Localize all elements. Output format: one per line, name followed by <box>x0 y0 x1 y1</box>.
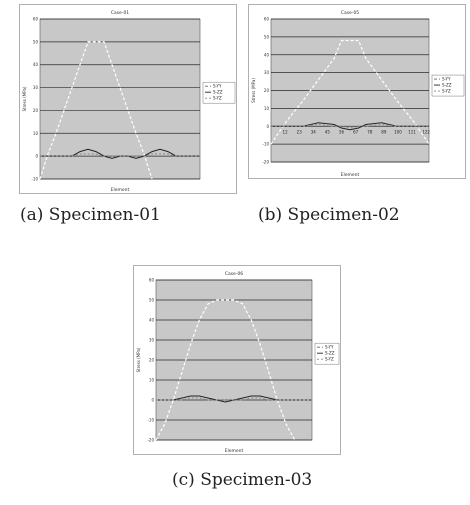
y-tick-label: 50 <box>264 34 270 39</box>
chart-panel-specimen-02: Case-05 60 50 40 30 20 10 0 -10 -20 12 23 34 45 56 67 78… <box>248 4 466 179</box>
x-tick-label: 45 <box>325 129 331 134</box>
x-tick-label: 111 <box>408 129 416 134</box>
y-axis-label: Stress (MPa) <box>136 347 141 372</box>
series-line-s-yy <box>39 41 153 180</box>
y-tick-label: 20 <box>149 358 155 363</box>
series-line-s-yz <box>40 153 200 157</box>
caption-specimen-01: (a) Specimen-01 <box>20 205 161 225</box>
legend-entry: S-YY <box>325 345 334 350</box>
legend-entry: S-ZZ <box>213 90 223 95</box>
y-tick-label: 0 <box>151 398 154 403</box>
x-tick-label: 89 <box>381 129 387 134</box>
y-tick-label: 10 <box>33 131 39 136</box>
series-line-s-zz <box>271 122 429 131</box>
y-axis-label: Stress (MPa) <box>22 86 27 111</box>
x-tick-label: 100 <box>394 129 402 134</box>
x-tick-label: 67 <box>353 129 359 134</box>
legend-entry: S-YZ <box>325 357 334 362</box>
plot-area <box>39 18 201 180</box>
series-line-s-yy <box>155 299 296 441</box>
chart-title: Case-01 <box>111 10 129 16</box>
x-tick-label: 12 <box>283 129 289 134</box>
y-tick-label: 50 <box>33 39 39 44</box>
y-tick-label: -10 <box>147 418 154 423</box>
y-tick-label: 30 <box>149 338 155 343</box>
y-tick-label: 30 <box>33 85 39 90</box>
legend-entry: S-YY <box>442 77 451 82</box>
y-axis-label: Stress (MPa) <box>251 78 256 103</box>
y-tick-label: 10 <box>149 378 155 383</box>
caption-specimen-03: (c) Specimen-03 <box>172 470 313 490</box>
series-line-s-zz <box>156 395 312 403</box>
x-tick-label: 23 <box>297 129 303 134</box>
y-tick-label: 40 <box>149 318 155 323</box>
chart-specimen-01: Case-01 60 50 40 30 20 10 0 -10 Element Stress (MP… <box>22 10 236 193</box>
x-axis-label: Element <box>111 187 130 193</box>
chart-panel-specimen-01: Case-01 60 50 40 30 20 10 0 -10 Element Stress (MP… <box>19 4 237 194</box>
legend-entry: S-YZ <box>213 96 222 101</box>
y-tick-label: 0 <box>35 154 38 159</box>
y-tick-label: 30 <box>264 70 270 75</box>
chart-title: Case-05 <box>341 10 359 16</box>
y-tick-label: 20 <box>264 88 270 93</box>
y-tick-label: 50 <box>149 298 155 303</box>
legend-entry: S-YY <box>213 84 222 89</box>
legend-entry: S-ZZ <box>325 351 335 356</box>
chart-title: Case-06 <box>225 271 243 277</box>
y-tick-label: -10 <box>31 177 38 182</box>
y-tick-label: 20 <box>33 108 39 113</box>
y-tick-label: 60 <box>264 17 270 22</box>
x-tick-label: 78 <box>367 129 373 134</box>
caption-specimen-02: (b) Specimen-02 <box>258 205 400 225</box>
x-tick-label: 34 <box>311 129 317 134</box>
series-line-s-yy <box>270 39 430 145</box>
y-tick-label: 60 <box>149 278 155 283</box>
x-axis-label: Element <box>341 172 360 178</box>
y-tick-label: -20 <box>147 438 154 443</box>
y-tick-label: 40 <box>264 52 270 57</box>
y-tick-label: -20 <box>262 160 269 165</box>
y-tick-label: 60 <box>33 17 39 22</box>
x-axis-label: Element <box>225 448 244 454</box>
x-tick-label: 122 <box>422 129 430 134</box>
chart-panel-specimen-03: Case-06 60 50 40 30 20 10 0 -10 -20 Element Stress … <box>133 265 341 455</box>
x-tick-label: 56 <box>339 129 345 134</box>
series-line-s-yz <box>156 397 312 401</box>
legend-entry: S-ZZ <box>442 83 452 88</box>
chart-specimen-03: Case-06 60 50 40 30 20 10 0 -10 -20 Element Stress … <box>136 271 340 454</box>
legend-entry: S-YZ <box>442 89 451 94</box>
y-tick-label: 40 <box>33 62 39 67</box>
y-tick-label: 10 <box>264 106 270 111</box>
y-tick-label: 0 <box>266 124 269 129</box>
y-tick-label: -10 <box>262 142 269 147</box>
